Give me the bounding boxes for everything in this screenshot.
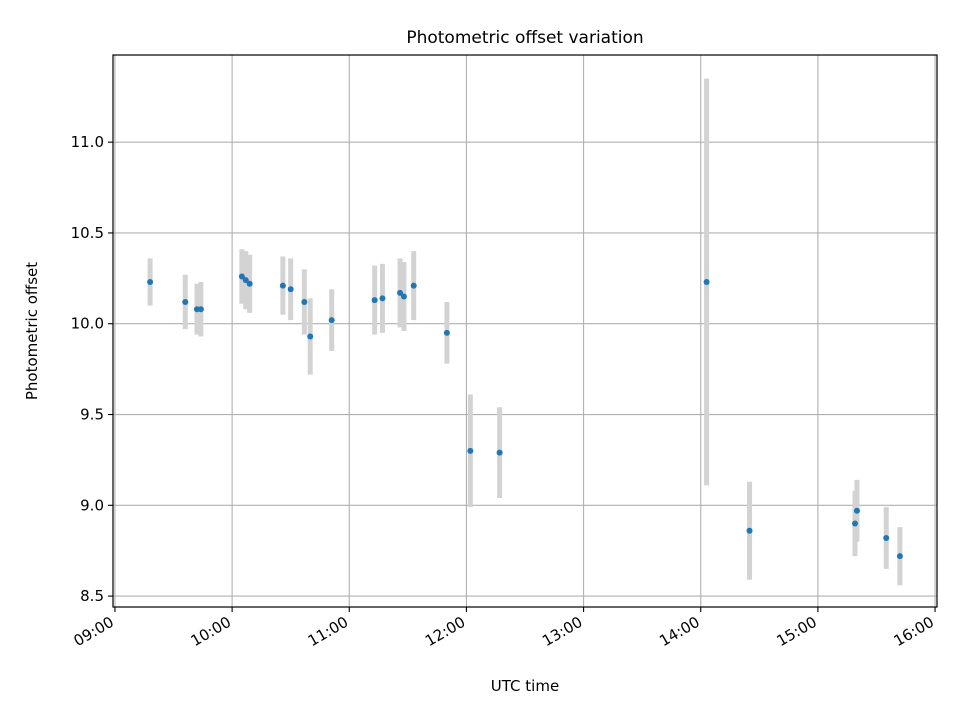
data-point bbox=[182, 298, 189, 305]
data-point bbox=[853, 507, 860, 514]
data-point bbox=[307, 333, 314, 340]
grid bbox=[113, 55, 937, 607]
data-point bbox=[287, 286, 294, 293]
y-tick-label: 9.5 bbox=[80, 406, 104, 424]
plot-frame bbox=[112, 54, 938, 608]
data-point bbox=[400, 293, 407, 300]
data-point bbox=[410, 282, 417, 289]
y-tick-label: 10.0 bbox=[71, 315, 104, 333]
y-tick-label: 8.5 bbox=[80, 587, 104, 605]
data-point bbox=[443, 329, 450, 336]
y-axis-label: Photometric offset bbox=[23, 262, 41, 400]
data-point bbox=[703, 278, 710, 285]
data-points bbox=[147, 273, 903, 560]
y-tick-label: 11.0 bbox=[71, 133, 104, 151]
data-point bbox=[371, 297, 378, 304]
x-axis-label: UTC time bbox=[491, 677, 559, 695]
data-point bbox=[328, 317, 335, 324]
data-point bbox=[496, 449, 503, 456]
data-point bbox=[279, 282, 286, 289]
y-tick-label: 9.0 bbox=[80, 496, 104, 514]
data-point bbox=[379, 295, 386, 302]
data-point bbox=[301, 298, 308, 305]
data-point bbox=[197, 306, 204, 313]
data-point bbox=[397, 289, 404, 296]
data-point bbox=[851, 520, 858, 527]
data-point bbox=[246, 280, 253, 287]
data-point bbox=[238, 273, 245, 280]
data-point bbox=[467, 447, 474, 454]
data-point bbox=[746, 527, 753, 534]
y-axis-ticks: 8.5 9.0 9.5 10.0 10.5 11.0 bbox=[71, 133, 113, 605]
data-point bbox=[242, 277, 249, 284]
y-tick-label: 10.5 bbox=[71, 224, 104, 242]
data-point bbox=[896, 553, 903, 560]
data-point bbox=[883, 535, 890, 541]
data-point bbox=[147, 278, 154, 285]
chart-title: Photometric offset variation bbox=[406, 28, 643, 48]
